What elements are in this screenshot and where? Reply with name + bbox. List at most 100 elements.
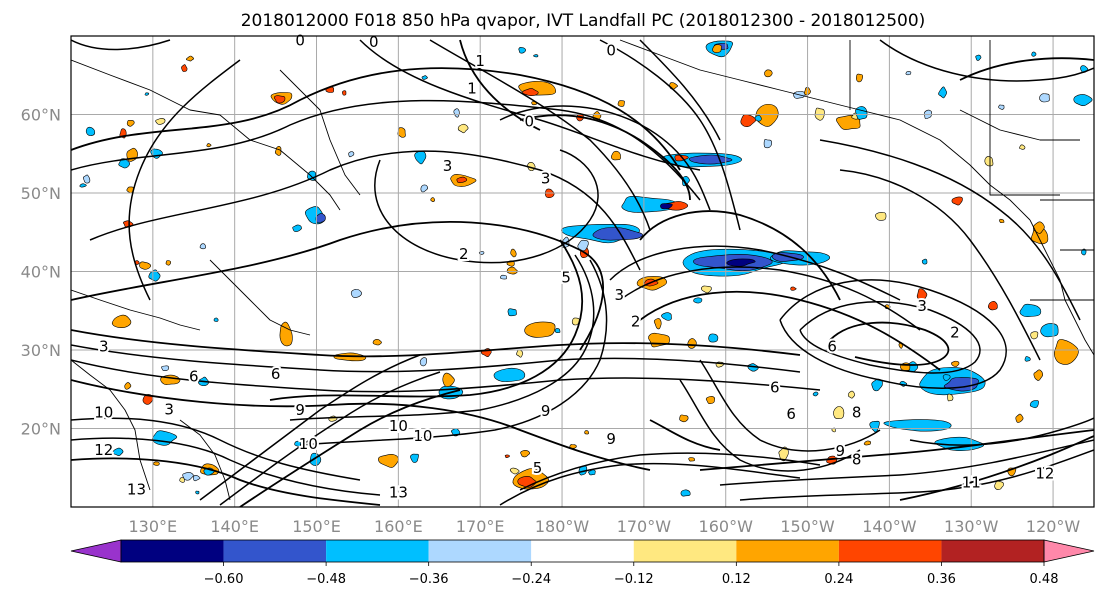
anomaly-patch [372, 338, 382, 346]
contour-label: 2 [950, 323, 960, 341]
anomaly-patch [507, 308, 517, 317]
ivt-contour [909, 417, 1094, 446]
contour-label: 13 [389, 484, 408, 502]
anomaly-patch [509, 467, 520, 475]
anomaly-patch [584, 430, 590, 435]
colorbar-tick-label: −0.36 [409, 572, 449, 587]
anomaly-patch [273, 95, 286, 104]
colorbar-tick-labels: −0.60 −0.48 −0.36 −0.24 −0.12 0.12 0.24 0.36 0.4… [204, 562, 1058, 587]
anomaly-patch [921, 258, 928, 265]
ivt-contour [679, 379, 861, 472]
anomaly-patch [112, 447, 124, 456]
anomaly-patch [83, 174, 91, 184]
ivt-contour [899, 435, 1094, 501]
anomaly-patch [182, 472, 194, 481]
anomaly-patch [430, 197, 435, 203]
lon-label: 150°E [292, 517, 341, 536]
anomaly-patch [206, 143, 212, 148]
anomaly-patch [181, 64, 188, 72]
anomaly-patch [420, 184, 428, 193]
ivt-contour [374, 149, 599, 264]
anomaly-patch [192, 474, 201, 482]
anomaly-patch [681, 176, 690, 187]
ivt-contour [359, 39, 701, 171]
contour-label: 6 [786, 405, 796, 423]
anomaly-patch [148, 269, 161, 282]
anomaly-patch [348, 151, 355, 158]
lon-label: 170°E [456, 517, 505, 536]
contour-label: 9 [836, 442, 846, 460]
anomaly-patch [533, 54, 539, 58]
ivt-contour [71, 457, 381, 506]
colorbar-tick-label: 0.36 [927, 572, 956, 587]
anomaly-patch [279, 321, 293, 347]
ivt-contour [959, 57, 1094, 81]
contour-label: 10 [389, 417, 408, 435]
ivt-contour [269, 239, 584, 401]
lon-label: 120°W [1026, 517, 1081, 536]
anomaly-patch [554, 328, 561, 334]
anomaly-patch [85, 126, 96, 136]
ivt-contour [71, 67, 681, 171]
ivt-contour [289, 254, 595, 421]
contour-label: 3 [541, 170, 551, 188]
ivt-contour [799, 301, 981, 374]
lon-label: 140°E [210, 517, 259, 536]
anomaly-patch [712, 44, 722, 54]
anomaly-patch [79, 183, 87, 188]
coastline [959, 109, 1080, 141]
anomaly-patch [1081, 248, 1087, 256]
ivt-contour [839, 169, 1041, 361]
anomaly-patch [951, 196, 963, 206]
contour-label: 5 [561, 268, 571, 286]
anomaly-patch [1040, 323, 1059, 338]
anomaly-patch [165, 260, 172, 266]
colorbar-box [121, 540, 224, 562]
contour-label: 6 [827, 338, 837, 356]
lat-label: 30°N [21, 341, 61, 360]
contour-label: 13 [127, 480, 146, 498]
anomaly-patch [506, 266, 518, 275]
contour-label: 10 [299, 435, 318, 453]
colorbar-tick-label: 0.12 [722, 572, 751, 587]
ivt-contour [71, 344, 801, 373]
anomaly-patch [213, 317, 219, 322]
anomaly-patch [984, 156, 994, 167]
contour-label: 10 [94, 404, 113, 422]
anomaly-patch [693, 297, 703, 304]
anomaly-patch [708, 333, 719, 343]
ivt-contour [609, 245, 901, 301]
anomaly-patch [833, 406, 845, 419]
anomaly-patch [975, 54, 982, 61]
anomaly-patch [617, 100, 625, 107]
anomaly-patch [705, 396, 716, 405]
anomaly-patch [456, 176, 468, 184]
coastline [71, 289, 201, 331]
ivt-contour [819, 139, 1081, 321]
anomaly-patch [518, 47, 526, 54]
contour-label: 5 [533, 459, 543, 477]
colorbar-box [736, 540, 839, 562]
anomaly-patch [520, 450, 531, 458]
coastline [279, 69, 361, 196]
ivt-contour [71, 39, 171, 51]
ivt-contour [219, 371, 441, 506]
ivt-contour [499, 462, 801, 506]
ivt-contour [71, 221, 604, 351]
lon-label: 180°W [535, 517, 590, 536]
contour-label: 3 [99, 338, 109, 356]
anomaly-patch [916, 288, 928, 302]
colorbar-box [326, 540, 429, 562]
coastline [71, 59, 341, 211]
anomaly-patch [592, 227, 643, 241]
lat-label: 20°N [21, 420, 61, 439]
anomaly-patch [679, 414, 689, 423]
anomaly-patch [1015, 413, 1024, 423]
ivt-contour [239, 389, 461, 507]
anomaly-patch [905, 71, 912, 76]
ivt-contour [739, 449, 1094, 501]
anomaly-patch [504, 454, 510, 459]
ivt-contour [499, 105, 711, 211]
contour-label: 9 [295, 401, 305, 419]
